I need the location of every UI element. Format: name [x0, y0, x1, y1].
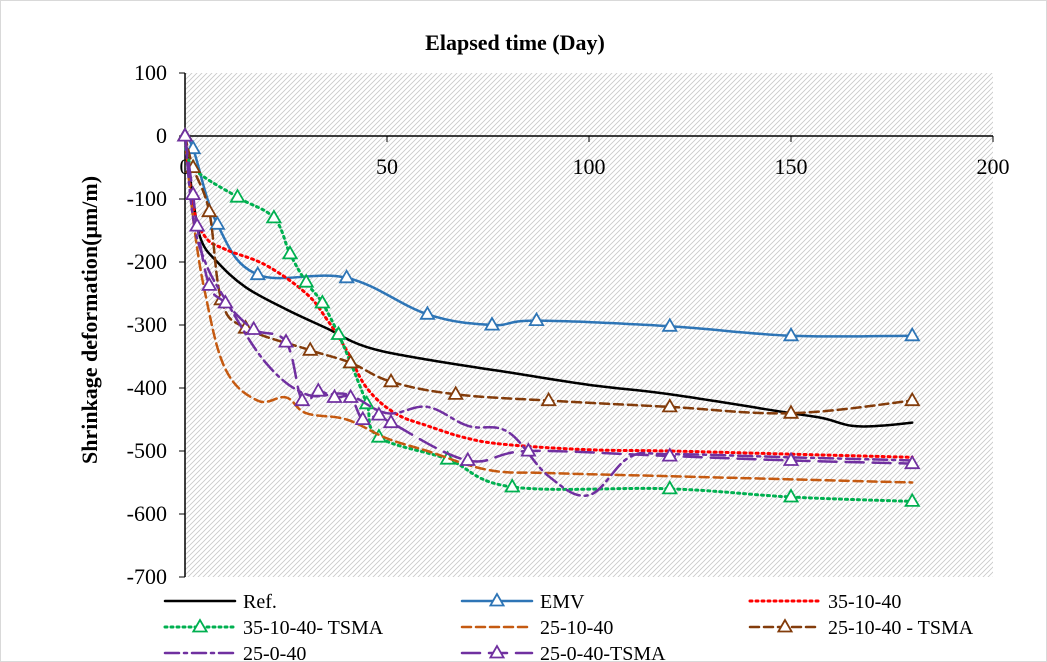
- data-point: [209, 215, 226, 230]
- legend-marker: [488, 592, 506, 607]
- data-point: [330, 325, 347, 340]
- data-point: [217, 294, 234, 309]
- data-point: [249, 265, 266, 281]
- data-point: [504, 478, 521, 493]
- legend-label: 25-0-40: [243, 643, 306, 662]
- series-line: [183, 134, 914, 459]
- data-point: [459, 451, 476, 466]
- data-point: [176, 127, 194, 142]
- data-point: [782, 451, 800, 466]
- data-point: [483, 316, 501, 331]
- data-point: [782, 326, 800, 342]
- x-tick-label: 100: [573, 154, 606, 179]
- y-tick-label: -300: [127, 312, 167, 337]
- legend-label: 35-10-40- TSMA: [243, 617, 384, 639]
- legend-label: 25-10-40 - TSMA: [828, 617, 974, 639]
- legend-marker: [191, 618, 209, 633]
- data-point: [419, 305, 436, 320]
- data-point: [326, 388, 343, 403]
- y-tick-label: -700: [127, 564, 167, 589]
- data-point: [184, 185, 202, 201]
- data-point: [520, 442, 537, 457]
- data-point: [782, 488, 800, 503]
- legend-marker: [488, 644, 506, 659]
- legend-label: 25-0-40-TSMA: [540, 643, 666, 662]
- data-point: [310, 382, 327, 397]
- data-point: [382, 413, 400, 429]
- data-point: [661, 447, 678, 462]
- y-tick-label: -400: [127, 375, 167, 400]
- data-point: [904, 454, 921, 470]
- data-point: [904, 391, 921, 407]
- data-point: [302, 341, 319, 356]
- data-point: [342, 353, 359, 369]
- series-line: [183, 134, 914, 415]
- data-point: [661, 317, 678, 332]
- series-layer: [176, 127, 921, 507]
- legend-item: 25-10-40: [460, 617, 613, 639]
- data-point: [281, 244, 299, 260]
- legend-label: 35-10-40: [828, 591, 901, 613]
- x-tick-label: 150: [775, 154, 808, 179]
- data-point: [277, 333, 295, 348]
- legend-label: 25-10-40: [540, 617, 613, 639]
- legend-label: Ref.: [243, 591, 277, 613]
- chart-title: Elapsed time (Day): [425, 30, 605, 55]
- data-point: [338, 269, 355, 284]
- y-tick-label: -600: [127, 501, 167, 526]
- legend-item: Ref.: [163, 591, 277, 613]
- data-point: [293, 391, 311, 407]
- y-ticks: 100 0 -100 -200 -300 -400 -500 -600 -700: [127, 60, 185, 589]
- series-35-10-40: [183, 134, 914, 459]
- data-point: [188, 217, 206, 232]
- legend-item: 25-0-40-TSMA: [460, 643, 666, 662]
- data-point: [447, 385, 464, 400]
- data-point: [661, 479, 678, 495]
- legend-item: 25-0-40: [163, 643, 306, 662]
- x-tick-label: 50: [376, 154, 398, 179]
- series-25-10-40: [183, 134, 914, 484]
- axes: [184, 73, 993, 577]
- data-point: [382, 372, 400, 388]
- y-tick-label: -100: [127, 186, 167, 211]
- data-point: [782, 404, 800, 419]
- legend: Ref. EMV 35-10-40 35-10-40- TSMA 25-10-40 25-…: [163, 591, 974, 662]
- legend-label: EMV: [540, 591, 585, 613]
- y-axis-label: Shrinkage deformation(μm/m): [77, 176, 102, 464]
- data-point: [540, 391, 557, 407]
- data-point: [528, 311, 545, 327]
- legend-item: 35-10-40- TSMA: [163, 617, 384, 639]
- x-tick-label: 200: [977, 154, 1010, 179]
- data-point: [229, 188, 246, 203]
- data-point: [201, 202, 218, 218]
- series-line: [183, 134, 914, 484]
- data-point: [354, 410, 371, 426]
- series-line: [183, 134, 914, 503]
- data-point: [184, 139, 202, 155]
- y-tick-label: 100: [134, 60, 167, 85]
- legend-item: 25-10-40 - TSMA: [748, 617, 974, 639]
- data-point: [904, 492, 921, 507]
- data-point: [265, 209, 283, 224]
- data-point: [342, 388, 359, 403]
- data-point: [298, 273, 315, 288]
- data-point: [245, 320, 262, 335]
- data-point: [370, 406, 388, 421]
- legend-marker: [776, 618, 794, 633]
- series-25-0-40-tsma: [176, 127, 921, 470]
- y-tick-label: -500: [127, 438, 167, 463]
- data-point: [904, 326, 921, 342]
- data-point: [201, 276, 218, 291]
- data-point: [661, 398, 678, 413]
- legend-item: 35-10-40: [748, 591, 901, 613]
- y-tick-label: -200: [127, 249, 167, 274]
- data-point: [314, 294, 331, 309]
- y-tick-label: 0: [156, 123, 167, 148]
- legend-item: EMV: [460, 591, 585, 613]
